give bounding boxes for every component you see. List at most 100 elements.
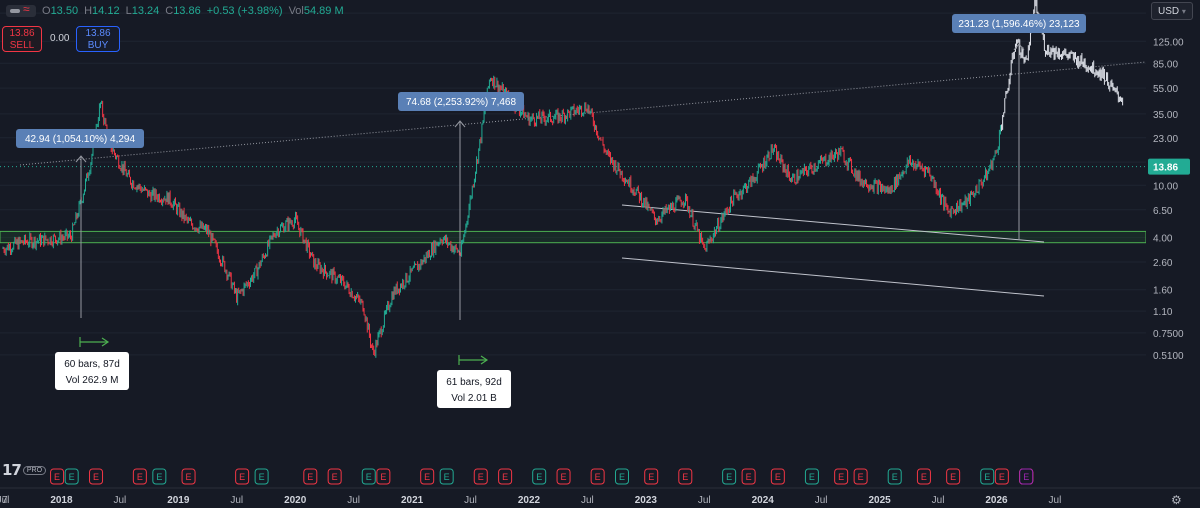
time-axis[interactable]: 7Jul2018Jul2019Jul2020Jul2021Jul2022Jul2… bbox=[0, 487, 1200, 506]
time-tick-label: Jul bbox=[347, 495, 360, 506]
price-tick-label: 85.00 bbox=[1153, 59, 1178, 70]
earnings-icon bbox=[946, 468, 961, 485]
earnings-marker-label: E bbox=[380, 472, 386, 482]
open-value: 13.50 bbox=[50, 5, 79, 17]
earnings-marker-label: E bbox=[259, 472, 265, 482]
earnings-marker-label: E bbox=[561, 472, 567, 482]
logo-mark: 17 bbox=[2, 461, 22, 479]
low-value: 13.24 bbox=[131, 5, 160, 17]
price-tick-label: 1.60 bbox=[1153, 286, 1173, 297]
earnings-marker-label: E bbox=[502, 472, 508, 482]
time-tick-label: 2022 bbox=[518, 495, 541, 506]
price-tick-label: 0.7500 bbox=[1153, 329, 1184, 340]
earnings-icon bbox=[50, 468, 65, 485]
duration-box bbox=[437, 370, 511, 408]
earnings-icon bbox=[980, 468, 995, 485]
sell-price: 13.86 bbox=[9, 28, 35, 39]
measure-callout bbox=[952, 14, 1086, 33]
earnings-icon bbox=[644, 468, 659, 485]
earnings-icon bbox=[590, 468, 605, 485]
time-tick-label: 2021 bbox=[401, 495, 424, 506]
buy-price: 13.86 bbox=[85, 28, 111, 39]
low-label: L bbox=[125, 5, 132, 17]
earnings-icon bbox=[420, 468, 435, 485]
duration-box-line1: 61 bars, 92d bbox=[446, 377, 502, 388]
earnings-marker-label: E bbox=[137, 472, 143, 482]
measure-callout-text: 42.94 (1,054.10%) 4,294 bbox=[25, 134, 136, 145]
high-label: H bbox=[84, 5, 93, 17]
support-band bbox=[0, 230, 1147, 244]
earnings-marker-label: E bbox=[93, 472, 99, 482]
price-tick-label: 125.00 bbox=[1153, 37, 1184, 48]
earnings-icon bbox=[235, 468, 250, 485]
currency-selector[interactable]: USD ▾ bbox=[1151, 2, 1193, 20]
buy-label: BUY bbox=[87, 40, 109, 51]
earnings-marker-label: E bbox=[648, 472, 654, 482]
price-tick-label: 2.60 bbox=[1153, 258, 1173, 269]
earnings-marker-label: E bbox=[726, 472, 732, 482]
volume-label: Vol bbox=[288, 5, 304, 17]
price-tick-label: 4.00 bbox=[1153, 233, 1173, 244]
long-term-trendline bbox=[19, 61, 1147, 166]
earnings-marker-label: E bbox=[746, 472, 752, 482]
chevron-down-icon: ▾ bbox=[1181, 7, 1186, 16]
earnings-marker-label: E bbox=[536, 472, 542, 482]
time-tick-label: Jul bbox=[932, 495, 945, 506]
time-tick-label: 7 bbox=[2, 495, 8, 506]
buy-button[interactable]: 13.86 BUY bbox=[76, 26, 120, 52]
sell-button[interactable]: 13.86 SELL bbox=[2, 26, 42, 52]
price-tick-label: 6.50 bbox=[1153, 206, 1173, 217]
earnings-marker-label: E bbox=[1023, 472, 1029, 482]
earnings-marker-label: E bbox=[682, 472, 688, 482]
earnings-icon bbox=[473, 468, 488, 485]
earnings-icon bbox=[89, 468, 104, 485]
currency-label: USD bbox=[1158, 6, 1180, 17]
earnings-marker-label: E bbox=[69, 472, 75, 482]
arrow-right-icon bbox=[480, 355, 489, 365]
earnings-icon bbox=[556, 468, 571, 485]
gear-icon[interactable]: ⚙ bbox=[1171, 493, 1182, 507]
earnings-icon bbox=[498, 468, 513, 485]
earnings-icon bbox=[303, 468, 318, 485]
earnings-icon bbox=[1019, 468, 1034, 485]
measure-callout bbox=[398, 92, 524, 111]
earnings-icon bbox=[770, 468, 785, 485]
earnings-marker-label: E bbox=[838, 472, 844, 482]
time-tick-label: Jul bbox=[698, 495, 711, 506]
support-zone bbox=[0, 230, 1147, 244]
earnings-marker-label: E bbox=[54, 472, 60, 482]
time-tick-label: Jul bbox=[113, 495, 126, 506]
earnings-marker-label: E bbox=[366, 472, 372, 482]
close-label: C bbox=[165, 5, 174, 17]
price-tick-label: 10.00 bbox=[1153, 181, 1178, 192]
time-tick-label: 2020 bbox=[284, 495, 307, 506]
measure-callout-text: 231.23 (1,596.46%) 23,123 bbox=[958, 19, 1080, 30]
earnings-icon bbox=[254, 468, 269, 485]
price-axis[interactable]: 325.00205.00125.0085.0055.0035.0023.0015… bbox=[1146, 0, 1200, 508]
earnings-icon bbox=[327, 468, 342, 485]
time-tick-label: 2024 bbox=[752, 495, 775, 506]
earnings-marker-label: E bbox=[307, 472, 313, 482]
earnings-icon bbox=[181, 468, 196, 485]
earnings-icon bbox=[834, 468, 849, 485]
arrow-head-icon bbox=[1013, 43, 1025, 51]
measure-callout bbox=[16, 129, 144, 148]
earnings-marker-label: E bbox=[892, 472, 898, 482]
earnings-marker-label: E bbox=[156, 472, 162, 482]
earnings-icon bbox=[994, 468, 1009, 485]
arrow-head-icon bbox=[75, 155, 87, 163]
time-tick-label: Jul bbox=[1049, 495, 1062, 506]
earnings-marker-label: E bbox=[950, 472, 956, 482]
symbol-icon[interactable] bbox=[6, 2, 36, 17]
earnings-marker-label: E bbox=[999, 472, 1005, 482]
price-axis-bg bbox=[1146, 0, 1200, 508]
earnings-icon bbox=[439, 468, 454, 485]
time-tick-label: Jul bbox=[815, 495, 828, 506]
time-tick-label: 2023 bbox=[635, 495, 658, 506]
earnings-marker-label: E bbox=[595, 472, 601, 482]
earnings-marker-label: E bbox=[424, 472, 430, 482]
change-value: +0.53 (+3.98%) bbox=[206, 5, 283, 17]
earnings-marker-label: E bbox=[186, 472, 192, 482]
grid bbox=[0, 12, 1146, 356]
